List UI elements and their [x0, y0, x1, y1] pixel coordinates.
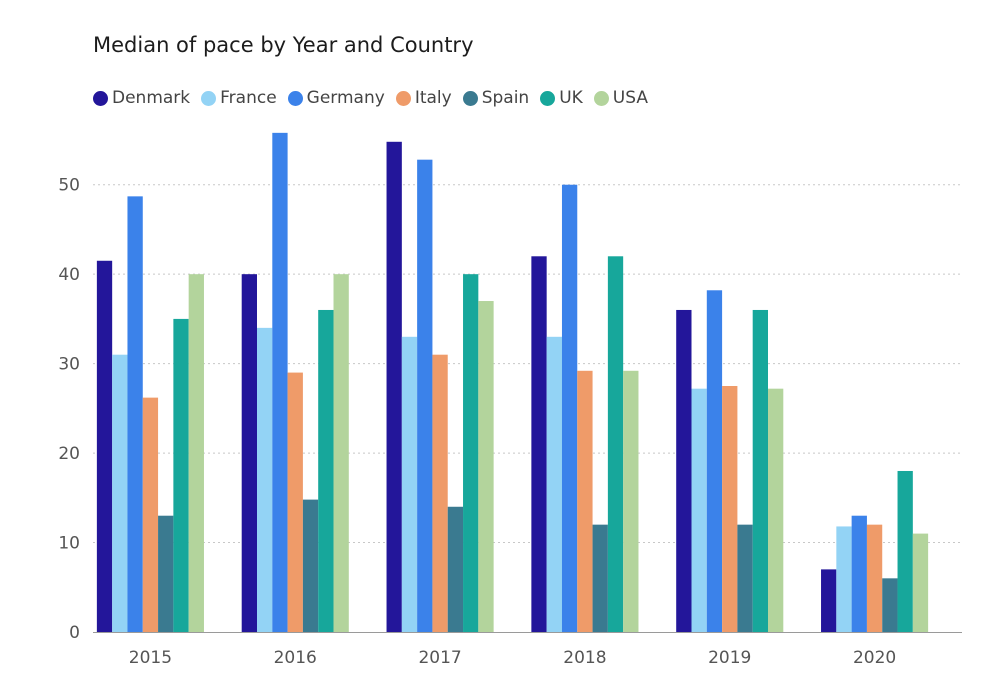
x-tick-label: 2020 — [853, 648, 896, 668]
bar-spain-2017[interactable] — [447, 506, 464, 632]
bar-uk-2017[interactable] — [463, 274, 479, 632]
bar-uk-2020[interactable] — [897, 470, 913, 632]
legend-dot-icon — [540, 90, 556, 106]
gridlines — [93, 184, 962, 544]
chart-title: Median of pace by Year and Country — [93, 33, 474, 57]
legend-label: USA — [612, 88, 648, 108]
legend-dot-icon — [593, 90, 609, 106]
bar-france-2018[interactable] — [546, 336, 562, 632]
chart-legend: Denmark France Germany Italy Spain UK USA — [93, 85, 659, 111]
legend-dot-icon — [395, 90, 411, 106]
legend-label: Germany — [306, 88, 385, 108]
bar-denmark-2018[interactable] — [531, 256, 547, 632]
legend-label: Italy — [414, 88, 452, 108]
x-tick-label: 2017 — [418, 648, 461, 668]
y-tick-label: 40 — [58, 265, 80, 285]
legend-item-spain[interactable]: Spain — [462, 88, 530, 108]
legend-dot-icon — [462, 90, 478, 106]
bar-france-2019[interactable] — [691, 388, 707, 632]
legend-item-usa[interactable]: USA — [593, 88, 648, 108]
legend-label: Denmark — [112, 88, 191, 108]
bar-france-2017[interactable] — [401, 336, 418, 632]
bar-uk-2016[interactable] — [318, 309, 334, 632]
legend-item-italy[interactable]: Italy — [395, 88, 452, 108]
bar-denmark-2017[interactable] — [386, 141, 402, 632]
bar-usa-2020[interactable] — [912, 533, 929, 632]
x-tick-label: 2016 — [274, 648, 317, 668]
x-tick-label: 2018 — [563, 648, 606, 668]
y-tick-label: 50 — [58, 176, 80, 196]
legend-item-uk[interactable]: UK — [540, 88, 583, 108]
bar-germany-2016[interactable] — [272, 132, 288, 633]
legend-item-germany[interactable]: Germany — [287, 88, 385, 108]
bar-germany-2017[interactable] — [417, 159, 433, 632]
legend-item-france[interactable]: France — [201, 88, 277, 108]
bar-germany-2019[interactable] — [706, 290, 723, 632]
bar-spain-2018[interactable] — [592, 524, 608, 632]
legend-item-denmark[interactable]: Denmark — [93, 88, 190, 108]
bars — [96, 132, 929, 633]
bar-denmark-2019[interactable] — [676, 309, 692, 632]
bar-usa-2017[interactable] — [478, 301, 494, 632]
y-tick-label: 10 — [58, 534, 80, 554]
bar-germany-2018[interactable] — [561, 184, 578, 632]
bar-uk-2019[interactable] — [752, 309, 768, 632]
bar-usa-2015[interactable] — [188, 274, 204, 632]
legend-dot-icon — [287, 90, 303, 106]
x-tick-label: 2019 — [708, 648, 751, 668]
bar-denmark-2020[interactable] — [821, 569, 837, 632]
bar-uk-2015[interactable] — [173, 318, 189, 632]
bar-france-2016[interactable] — [257, 327, 273, 632]
bar-italy-2017[interactable] — [432, 354, 448, 632]
legend-label: Spain — [481, 88, 530, 108]
x-tick-label: 2015 — [129, 648, 172, 668]
bar-italy-2019[interactable] — [722, 386, 738, 632]
y-axis: 0 10 20 30 40 50 — [58, 176, 80, 643]
bar-italy-2020[interactable] — [866, 524, 883, 632]
bar-germany-2015[interactable] — [127, 196, 143, 632]
y-tick-label: 0 — [69, 623, 80, 643]
bar-usa-2019[interactable] — [768, 388, 784, 632]
bar-spain-2015[interactable] — [158, 515, 174, 632]
y-tick-label: 20 — [58, 444, 80, 464]
y-tick-label: 30 — [58, 355, 80, 375]
legend-label: UK — [559, 88, 583, 108]
legend-dot-icon — [201, 90, 217, 106]
bar-france-2015[interactable] — [112, 354, 128, 632]
legend-label: France — [220, 88, 277, 108]
legend-dot-icon — [93, 90, 108, 106]
bar-italy-2018[interactable] — [577, 370, 593, 632]
bar-denmark-2016[interactable] — [241, 274, 257, 632]
bar-spain-2016[interactable] — [302, 499, 319, 632]
bar-italy-2016[interactable] — [287, 372, 303, 632]
bar-germany-2020[interactable] — [851, 515, 867, 632]
bar-spain-2020[interactable] — [882, 578, 898, 632]
bar-usa-2018[interactable] — [623, 370, 639, 632]
bar-spain-2019[interactable] — [737, 524, 753, 632]
bar-usa-2016[interactable] — [333, 274, 349, 632]
bar-uk-2018[interactable] — [607, 256, 624, 632]
x-axis: 2015 2016 2017 2018 2019 2020 — [93, 632, 962, 668]
bar-france-2020[interactable] — [836, 526, 852, 632]
bar-italy-2015[interactable] — [142, 397, 159, 632]
bar-denmark-2015[interactable] — [96, 260, 113, 632]
